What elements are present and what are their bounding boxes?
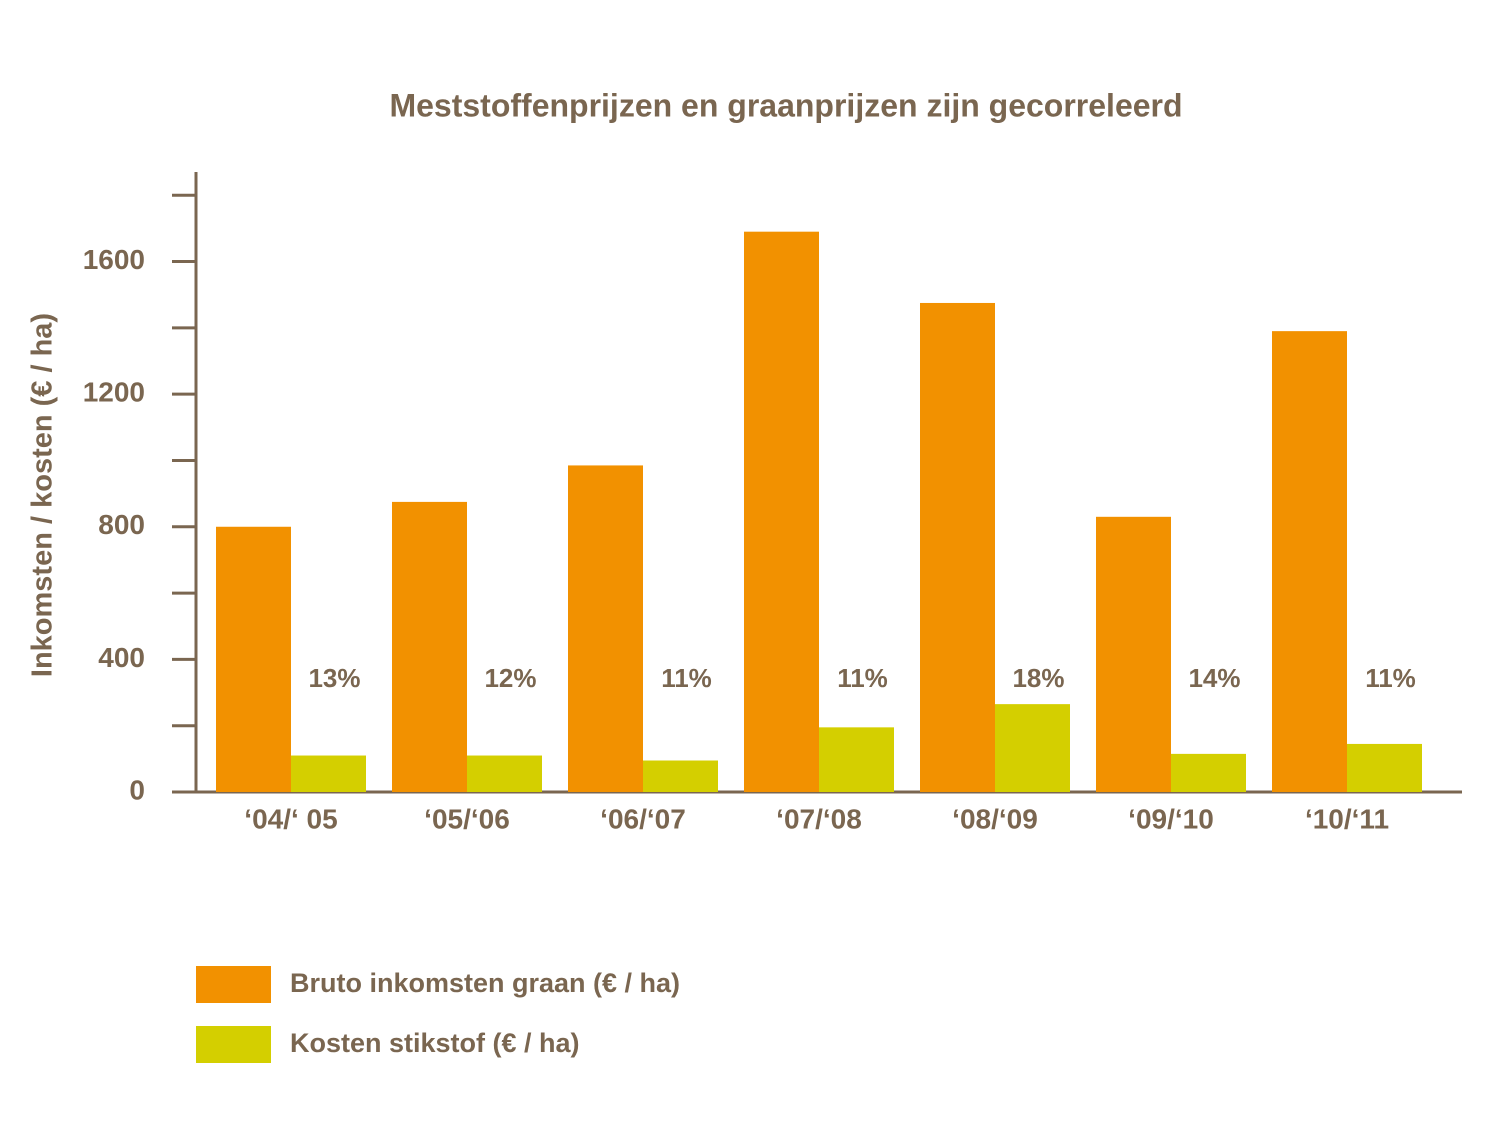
- y-tick-label: 800: [98, 509, 145, 540]
- bar: [392, 501, 467, 792]
- x-tick-label: ‘05/‘06: [424, 803, 510, 834]
- legend-swatch: [196, 1026, 271, 1063]
- y-tick-label: 0: [129, 774, 145, 805]
- bar: [995, 704, 1070, 792]
- x-tick-label: ‘07/‘08: [776, 803, 862, 834]
- x-tick-label: ‘08/‘09: [952, 803, 1038, 834]
- annotation: 11%: [661, 663, 712, 693]
- bar: [1096, 516, 1171, 792]
- bar: [568, 465, 643, 792]
- legend-swatch: [196, 966, 271, 1003]
- annotation: 12%: [484, 663, 536, 693]
- chart-title: Meststoffenprijzen en graanprijzen zijn …: [389, 87, 1182, 123]
- x-tick-label: ‘09/‘10: [1128, 803, 1214, 834]
- annotation: 11%: [1365, 663, 1416, 693]
- bar: [920, 302, 995, 792]
- bar: [467, 755, 542, 792]
- bar: [744, 231, 819, 792]
- y-tick-label: 400: [98, 642, 145, 673]
- bar: [216, 526, 291, 792]
- annotation: 13%: [308, 663, 360, 693]
- bar: [643, 760, 718, 792]
- bar: [1171, 753, 1246, 792]
- legend-label: Bruto inkomsten graan (€ / ha): [290, 968, 680, 998]
- annotation: 18%: [1012, 663, 1064, 693]
- bar: [819, 727, 894, 792]
- y-tick-label: 1600: [83, 244, 145, 275]
- y-axis-label: Inkomsten / kosten (€ / ha): [27, 313, 59, 677]
- legend-label: Kosten stikstof (€ / ha): [290, 1028, 580, 1058]
- annotation: 14%: [1188, 663, 1240, 693]
- x-tick-label: ‘06/‘07: [600, 803, 686, 834]
- bar: [1272, 331, 1347, 792]
- bar: [1347, 743, 1422, 792]
- bar: [291, 755, 366, 792]
- x-tick-label: ‘10/‘11: [1305, 803, 1389, 834]
- annotation: 11%: [837, 663, 888, 693]
- x-tick-label: ‘04/‘ 05: [244, 803, 337, 834]
- y-tick-label: 1200: [83, 377, 145, 408]
